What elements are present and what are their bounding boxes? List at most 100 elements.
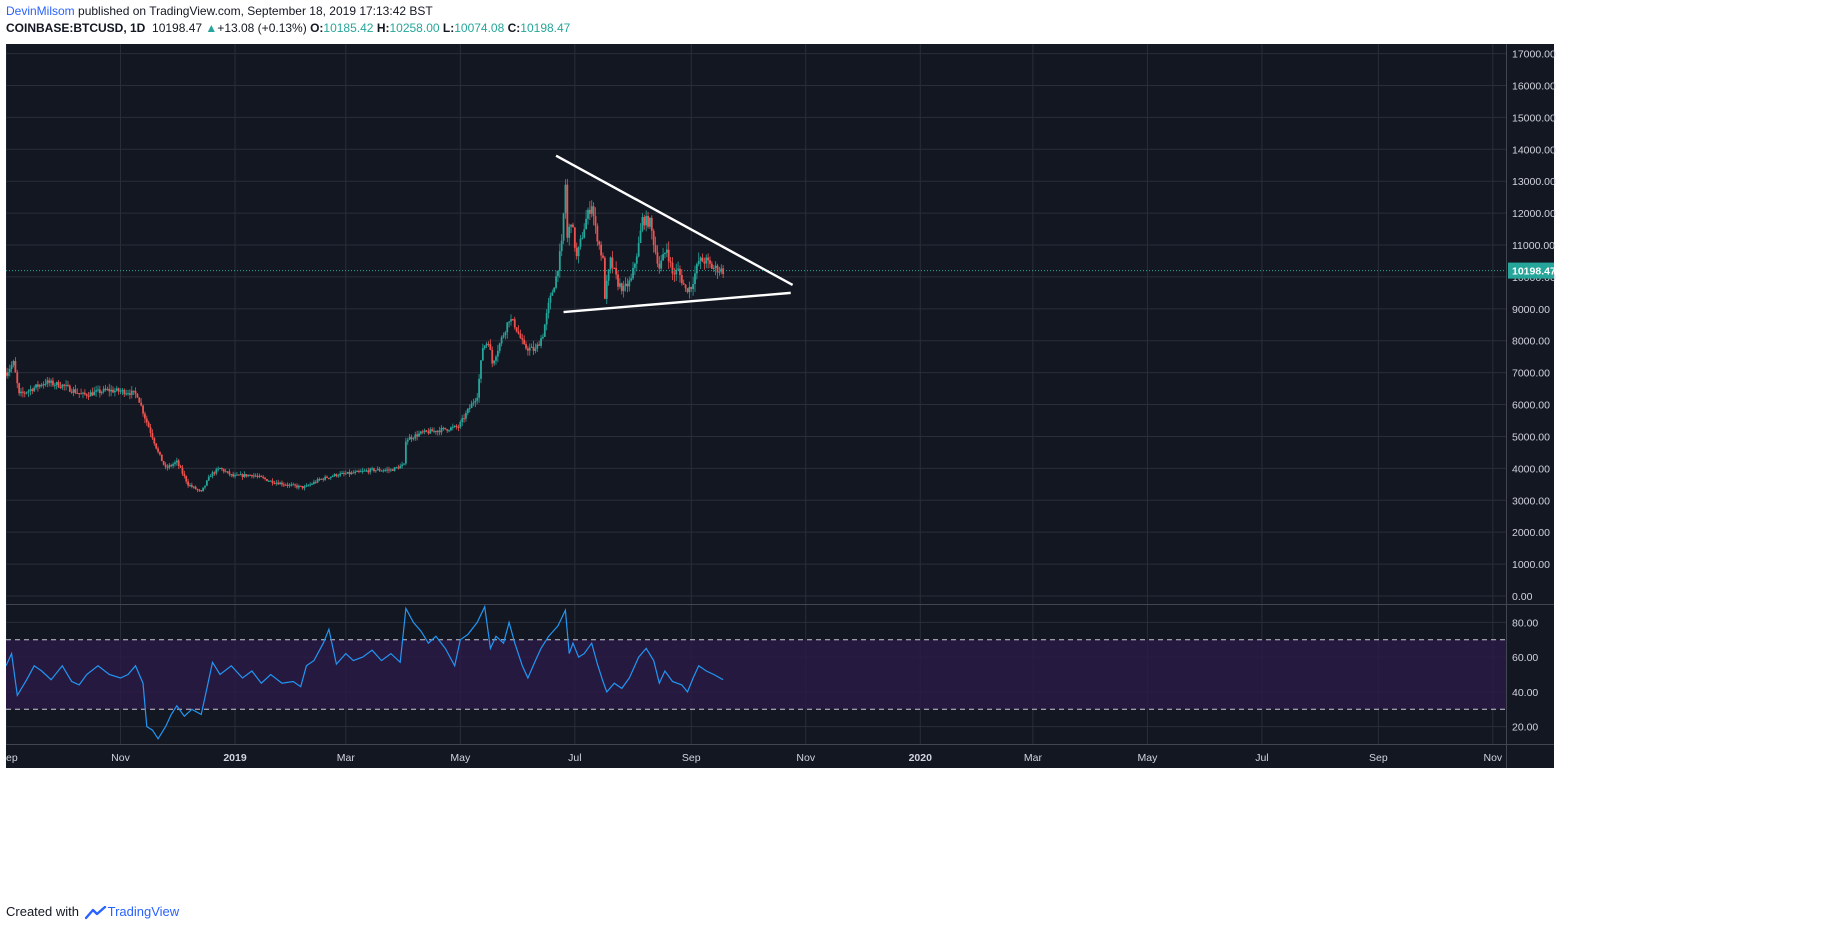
- price-axis-label: 0.00: [1512, 591, 1533, 603]
- candle-body: [37, 384, 39, 387]
- candle-body: [583, 229, 586, 238]
- candle-body: [463, 418, 465, 420]
- candle-body: [333, 474, 336, 477]
- candle-body: [352, 472, 355, 474]
- candle-body: [324, 476, 327, 480]
- candle-body: [617, 274, 619, 287]
- candle-body: [686, 288, 689, 293]
- last-price: 10198.47: [152, 21, 203, 35]
- candle-body: [388, 469, 390, 471]
- candle-body: [93, 391, 96, 396]
- candle-body: [175, 460, 178, 463]
- candle-body: [470, 403, 473, 409]
- candle-body: [553, 287, 556, 293]
- author-link[interactable]: DevinMilsom: [6, 4, 75, 18]
- candle-body: [523, 339, 526, 345]
- candle-body: [192, 486, 195, 488]
- candle-body: [472, 402, 475, 404]
- candle-body: [707, 257, 710, 261]
- candle-body: [669, 261, 672, 263]
- candle-body: [692, 284, 695, 290]
- candle-body: [260, 475, 263, 477]
- candle-body: [130, 390, 133, 395]
- candle-body: [277, 482, 280, 485]
- candle-body: [538, 344, 541, 346]
- candle-body: [461, 418, 464, 422]
- candle-body: [358, 470, 360, 472]
- candle-body: [603, 257, 606, 299]
- candle-body: [301, 485, 304, 489]
- candle-body: [318, 479, 321, 481]
- candle-body: [618, 283, 621, 287]
- price-axis-label: 5000.00: [1512, 431, 1550, 443]
- candle-body: [160, 454, 163, 462]
- candle-body: [677, 268, 679, 270]
- candle-body: [136, 393, 139, 398]
- candle-body: [566, 184, 569, 238]
- candle-body: [82, 392, 84, 394]
- candle-body: [624, 283, 627, 286]
- candle-body: [326, 476, 328, 478]
- candle-body: [680, 275, 683, 284]
- candle-body: [607, 269, 610, 281]
- candle-body: [10, 365, 13, 369]
- candle-body: [590, 206, 593, 214]
- candle-body: [247, 474, 250, 477]
- candle-body: [6, 372, 7, 376]
- candle-body: [641, 217, 644, 231]
- candle-body: [40, 384, 43, 386]
- candle-body: [600, 244, 603, 256]
- lower-trendline: [563, 291, 791, 314]
- candle-body: [444, 427, 447, 430]
- candle-body: [57, 382, 60, 388]
- price-axis-label: 8000.00: [1512, 336, 1550, 348]
- candle-body: [252, 475, 255, 477]
- tradingview-link[interactable]: TradingView: [107, 904, 180, 919]
- candle-body: [185, 476, 188, 482]
- close-label: C:: [507, 21, 521, 35]
- candle-body: [468, 408, 471, 410]
- candle-body: [348, 471, 351, 475]
- candle-body: [230, 474, 233, 476]
- candle-body: [20, 391, 22, 394]
- candle-body: [44, 383, 47, 385]
- candle-body: [177, 460, 180, 466]
- time-axis-label: 2019: [223, 752, 247, 764]
- candle-body: [564, 184, 567, 214]
- candle-body: [269, 480, 272, 482]
- candle-body: [448, 430, 450, 432]
- candle-body: [718, 271, 721, 273]
- candle-body: [50, 380, 52, 383]
- open-value: 10185.42: [323, 21, 374, 35]
- time-axis-label: May: [1138, 752, 1159, 764]
- candle-body: [540, 338, 542, 346]
- candle-body: [419, 431, 422, 434]
- candle-body: [425, 430, 428, 432]
- candle-body: [14, 361, 17, 373]
- candle-body: [587, 209, 589, 219]
- candle-body: [237, 474, 240, 476]
- candle-body: [157, 448, 159, 452]
- candle-body: [645, 215, 648, 226]
- candle-body: [132, 390, 135, 392]
- candle-body: [149, 427, 152, 433]
- candle-body: [213, 472, 216, 474]
- price-axis-label: 7000.00: [1512, 368, 1550, 380]
- candle-body: [46, 380, 49, 384]
- candle-body: [97, 389, 99, 391]
- time-axis-label: ep: [6, 752, 18, 764]
- candle-body: [76, 393, 79, 395]
- candle-body: [181, 467, 184, 474]
- candle-body: [389, 469, 392, 471]
- chart-canvas[interactable]: 0.00 1000.00 2000.00 3000.00 4000.00 5000.00 6…: [6, 44, 1822, 894]
- candle-body: [290, 484, 293, 486]
- candle-body: [74, 389, 77, 394]
- candle-body: [517, 331, 520, 334]
- candle-body: [314, 481, 317, 483]
- candle-body: [431, 429, 434, 432]
- candle-body: [620, 283, 623, 292]
- up-arrow-icon: ▲: [205, 21, 218, 35]
- candle-body: [528, 347, 531, 351]
- rsi-axis-label: 20.00: [1512, 722, 1538, 734]
- candle-body: [408, 437, 411, 440]
